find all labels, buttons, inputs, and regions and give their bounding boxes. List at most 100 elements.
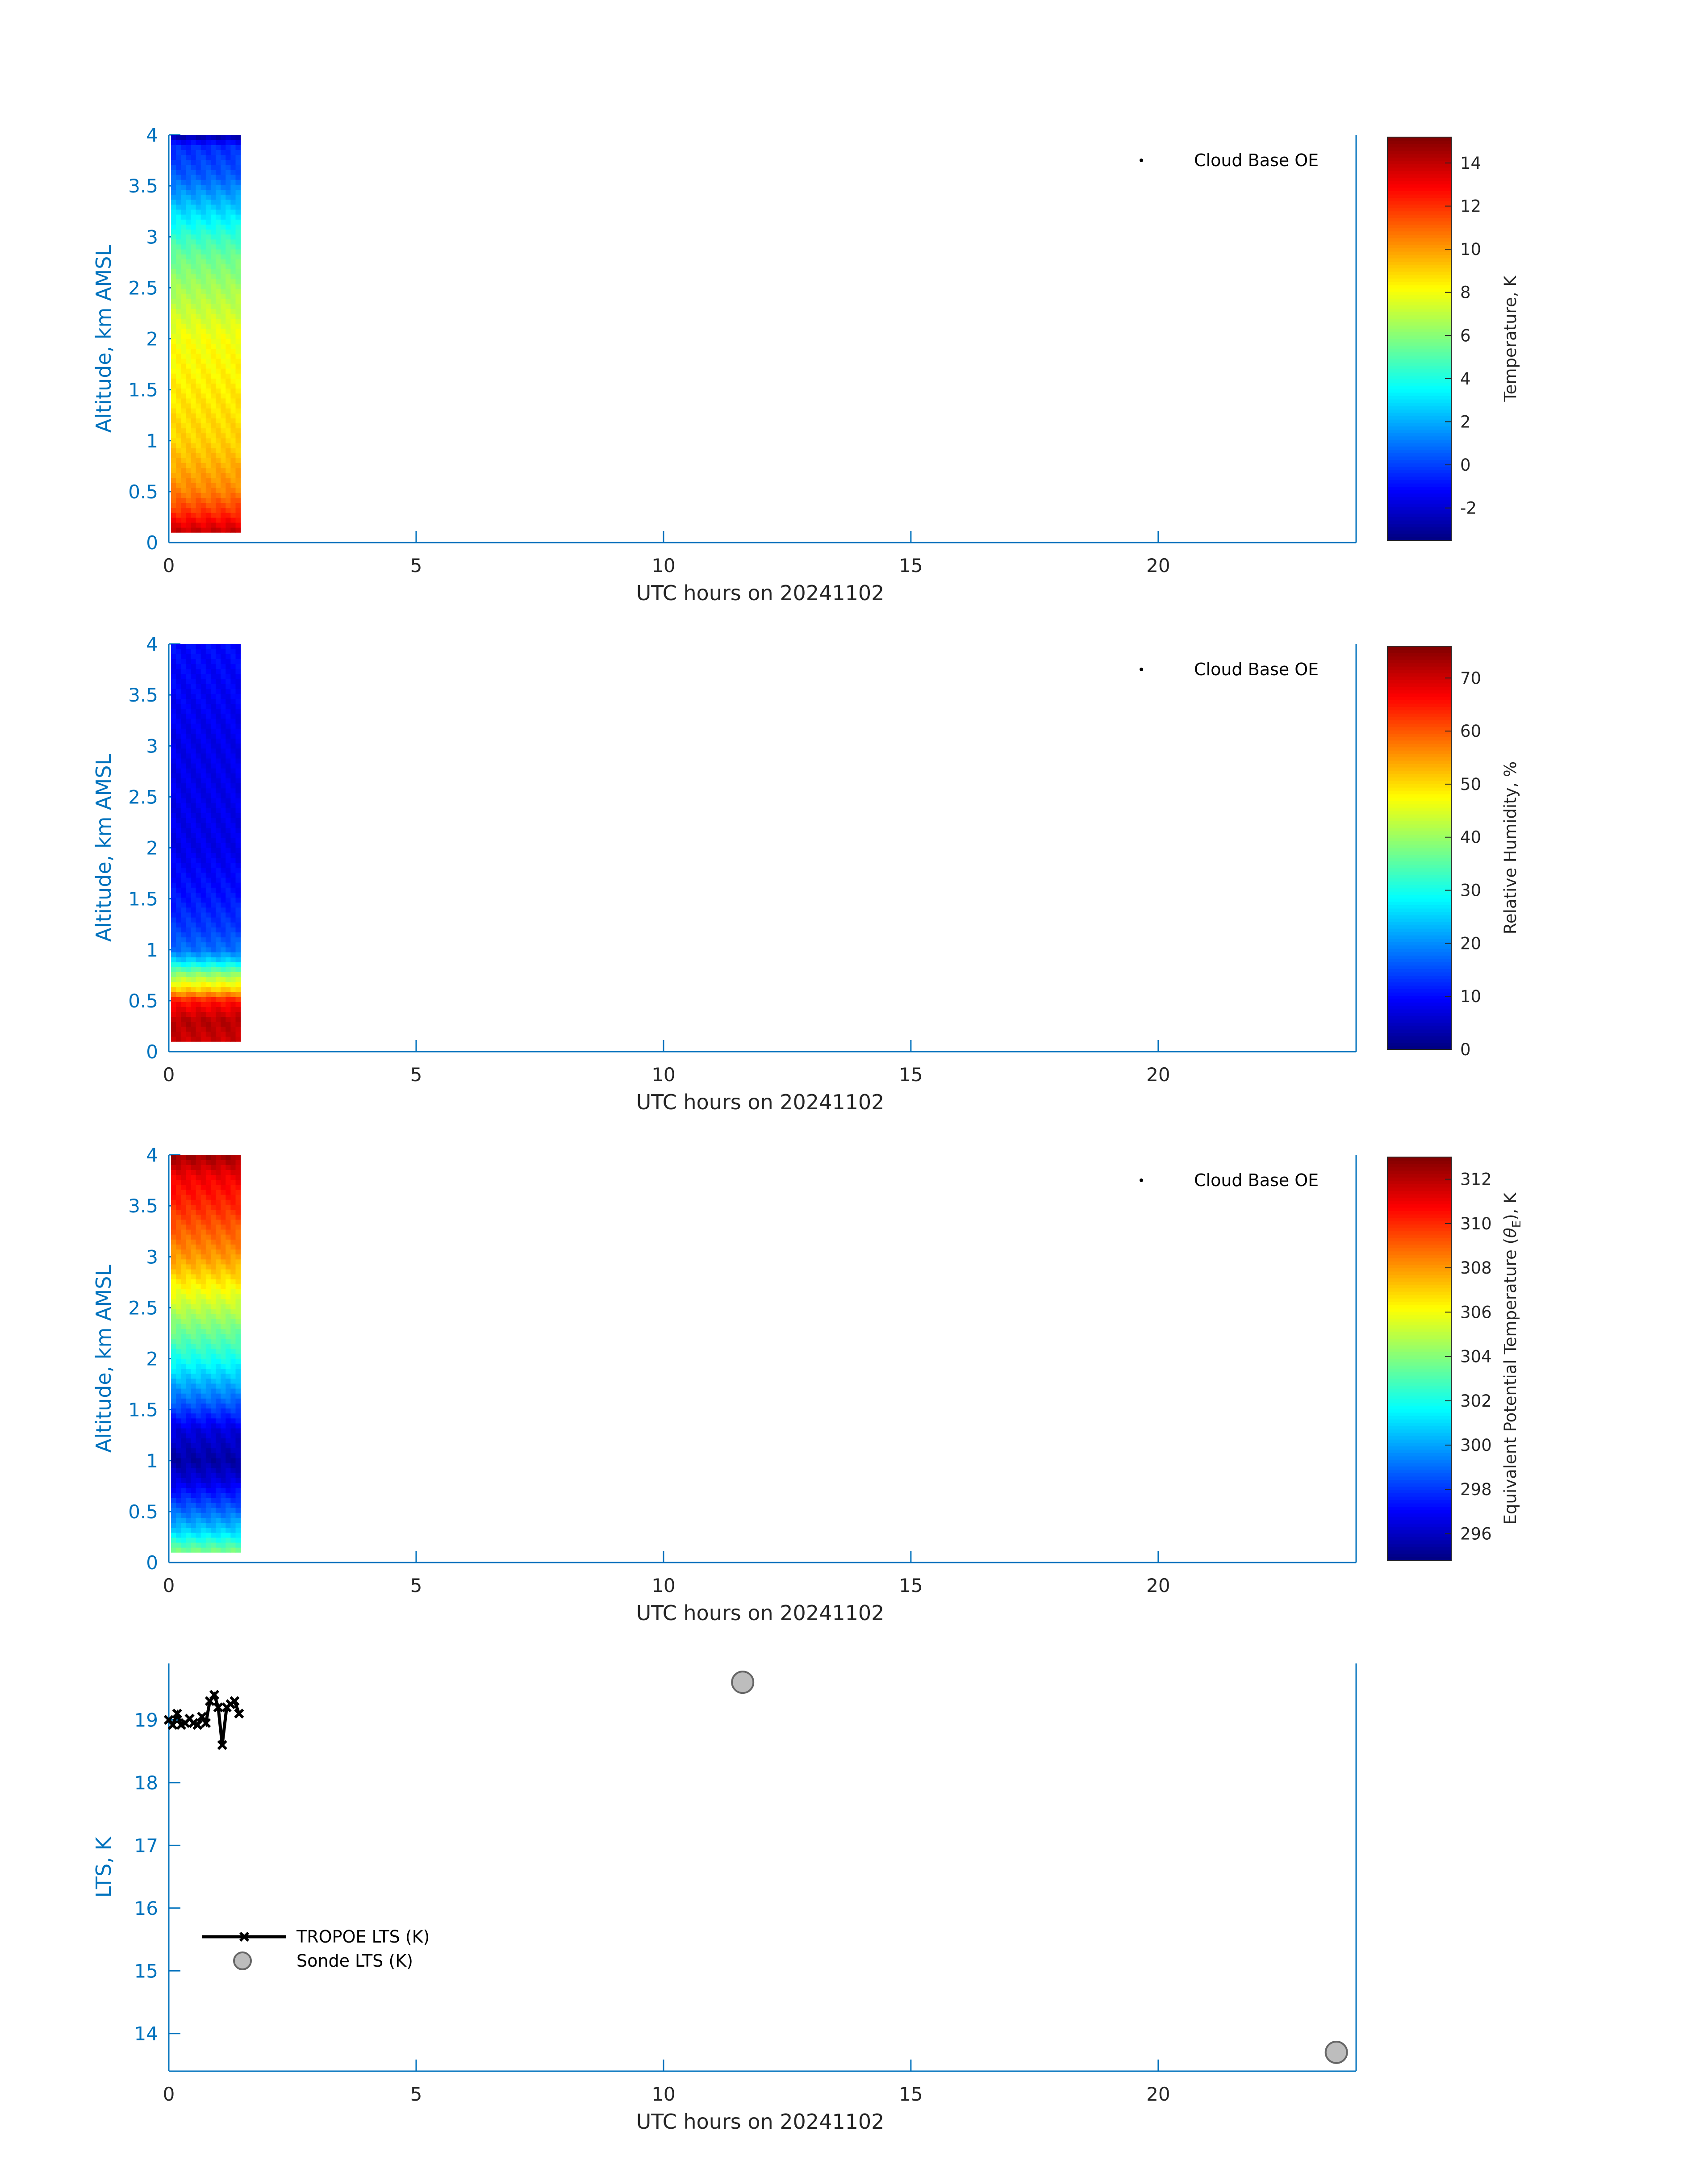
temperature-panel-heatmap-cell (191, 522, 196, 528)
temperature-panel-heatmap-cell (186, 328, 192, 334)
theta-e-panel-heatmap-cell (176, 1179, 181, 1185)
theta-e-panel-heatmap-cell (191, 1517, 196, 1523)
theta-e-panel-colorbar-segment (1387, 1231, 1451, 1235)
relative-humidity-panel-colorbar-segment (1387, 656, 1451, 660)
relative-humidity-panel-heatmap-cell (176, 872, 181, 878)
temperature-panel-heatmap-cell (235, 363, 241, 369)
relative-humidity-panel-heatmap-cell (226, 917, 231, 923)
theta-e-panel-heatmap-cell (186, 1527, 192, 1533)
temperature-panel-heatmap-cell (181, 304, 186, 309)
relative-humidity-panel-heatmap-cell (216, 902, 221, 908)
relative-humidity-panel-heatmap-cell (221, 1011, 226, 1017)
temperature-panel-heatmap-cell (216, 383, 221, 389)
relative-humidity-panel-heatmap-cell (205, 684, 211, 689)
theta-e-panel-heatmap-cell (230, 1363, 236, 1369)
temperature-panel-heatmap-cell (171, 269, 176, 275)
relative-humidity-panel-colorbar-segment (1387, 975, 1451, 979)
relative-humidity-panel-colorbar-segment (1387, 1039, 1451, 1043)
relative-humidity-panel-colorbar-segment (1387, 878, 1451, 882)
temperature-panel-heatmap-cell (230, 383, 236, 389)
theta-e-panel-heatmap-cell (200, 1418, 206, 1424)
relative-humidity-panel-heatmap-cell (176, 728, 181, 734)
relative-humidity-panel-heatmap-cell (200, 733, 206, 739)
theta-e-panel-heatmap-cell (181, 1443, 186, 1449)
temperature-panel-colorbar-segment (1387, 332, 1451, 336)
theta-e-panel-heatmap-cell (216, 1269, 221, 1274)
theta-e-panel-colorbar-segment (1387, 1258, 1451, 1262)
theta-e-panel-heatmap-cell (186, 1289, 192, 1295)
temperature-panel-heatmap-cell (230, 219, 236, 225)
temperature-panel-heatmap-cell (181, 477, 186, 483)
temperature-panel-heatmap-cell (181, 259, 186, 264)
temperature-panel-heatmap-cell (196, 502, 201, 508)
relative-humidity-panel-heatmap-cell (205, 788, 211, 794)
temperature-panel-heatmap-cell (176, 383, 181, 389)
temperature-panel-heatmap-cell (186, 249, 192, 255)
theta-e-panel-heatmap-cell (230, 1304, 236, 1309)
theta-e-panel-heatmap-cell (230, 1274, 236, 1279)
temperature-panel-heatmap-cell (221, 438, 226, 443)
theta-e-panel-heatmap-cell (210, 1403, 216, 1409)
relative-humidity-panel-heatmap-cell (176, 887, 181, 893)
temperature-panel-heatmap-cell (205, 334, 211, 339)
temperature-panel-heatmap-cell (186, 368, 192, 374)
theta-e-panel-heatmap-cell (171, 1338, 176, 1344)
temperature-panel-heatmap-cell (196, 338, 201, 344)
theta-e-panel-heatmap-cell (200, 1170, 206, 1175)
relative-humidity-panel-heatmap-cell (171, 684, 176, 689)
theta-e-panel-heatmap-cell (171, 1244, 176, 1250)
theta-e-panel-heatmap-cell (221, 1229, 226, 1235)
temperature-panel-heatmap-cell (181, 363, 186, 369)
temperature-panel-colorbar-segment (1387, 480, 1451, 484)
theta-e-panel-heatmap-cell (176, 1319, 181, 1324)
theta-e-panel-heatmap-cell (171, 1527, 176, 1533)
theta-e-panel-legend-point-marker (1140, 1178, 1143, 1182)
theta-e-panel-heatmap-cell (200, 1473, 206, 1478)
relative-humidity-panel-heatmap-cell (216, 708, 221, 714)
theta-e-panel-heatmap-cell (191, 1468, 196, 1473)
theta-e-panel-heatmap-cell (176, 1254, 181, 1260)
theta-e-panel-heatmap-cell (196, 1368, 201, 1374)
theta-e-panel-heatmap-cell (221, 1388, 226, 1394)
temperature-panel-heatmap-cell (191, 423, 196, 429)
theta-e-panel-heatmap-cell (226, 1214, 231, 1220)
temperature-panel-heatmap-cell (216, 318, 221, 324)
temperature-panel-colorbar-segment (1387, 217, 1451, 221)
relative-humidity-panel-heatmap-cell (200, 718, 206, 724)
theta-e-panel-heatmap-cell (196, 1373, 201, 1379)
relative-humidity-panel-heatmap-cell (176, 1031, 181, 1037)
relative-humidity-panel-heatmap-cell (205, 694, 211, 699)
relative-humidity-panel-heatmap-cell (210, 788, 216, 794)
theta-e-panel-heatmap-cell (210, 1358, 216, 1364)
temperature-panel-heatmap-cell (235, 472, 241, 478)
theta-e-panel-colorbar-segment (1387, 1533, 1451, 1537)
theta-e-panel-heatmap-cell (191, 1274, 196, 1279)
relative-humidity-panel-heatmap-cell (176, 852, 181, 858)
theta-e-panel-heatmap-cell (235, 1174, 241, 1180)
theta-e-panel-heatmap-cell (226, 1348, 231, 1354)
relative-humidity-panel-heatmap-cell (181, 942, 186, 948)
relative-humidity-panel-heatmap-cell (176, 937, 181, 943)
relative-humidity-panel-heatmap-cell (191, 922, 196, 928)
theta-e-panel-heatmap-cell (171, 1368, 176, 1374)
theta-e-panel-colorbar-tick-label: 310 (1460, 1214, 1492, 1233)
relative-humidity-panel-heatmap-cell (205, 848, 211, 853)
theta-e-panel-heatmap-cell (181, 1458, 186, 1463)
relative-humidity-panel-heatmap-cell (181, 962, 186, 967)
temperature-panel-heatmap-cell (221, 189, 226, 195)
relative-humidity-panel-heatmap-cell (210, 678, 216, 684)
relative-humidity-panel-heatmap-cell (230, 872, 236, 878)
temperature-panel-heatmap-cell (205, 428, 211, 434)
temperature-panel-heatmap-cell (235, 493, 241, 498)
theta-e-panel-heatmap-cell (200, 1319, 206, 1324)
relative-humidity-panel-heatmap-cell (191, 991, 196, 997)
tropoe-lts-point (213, 1702, 223, 1713)
relative-humidity-panel-heatmap-cell (181, 694, 186, 699)
relative-humidity-panel-heatmap-cell (200, 962, 206, 967)
theta-e-panel-heatmap-cell (210, 1343, 216, 1349)
relative-humidity-panel-heatmap-cell (191, 783, 196, 789)
theta-e-panel-heatmap-cell (216, 1483, 221, 1488)
theta-e-panel-heatmap-cell (235, 1239, 241, 1245)
temperature-panel-heatmap-cell (171, 145, 176, 150)
theta-e-panel-heatmap-cell (221, 1244, 226, 1250)
